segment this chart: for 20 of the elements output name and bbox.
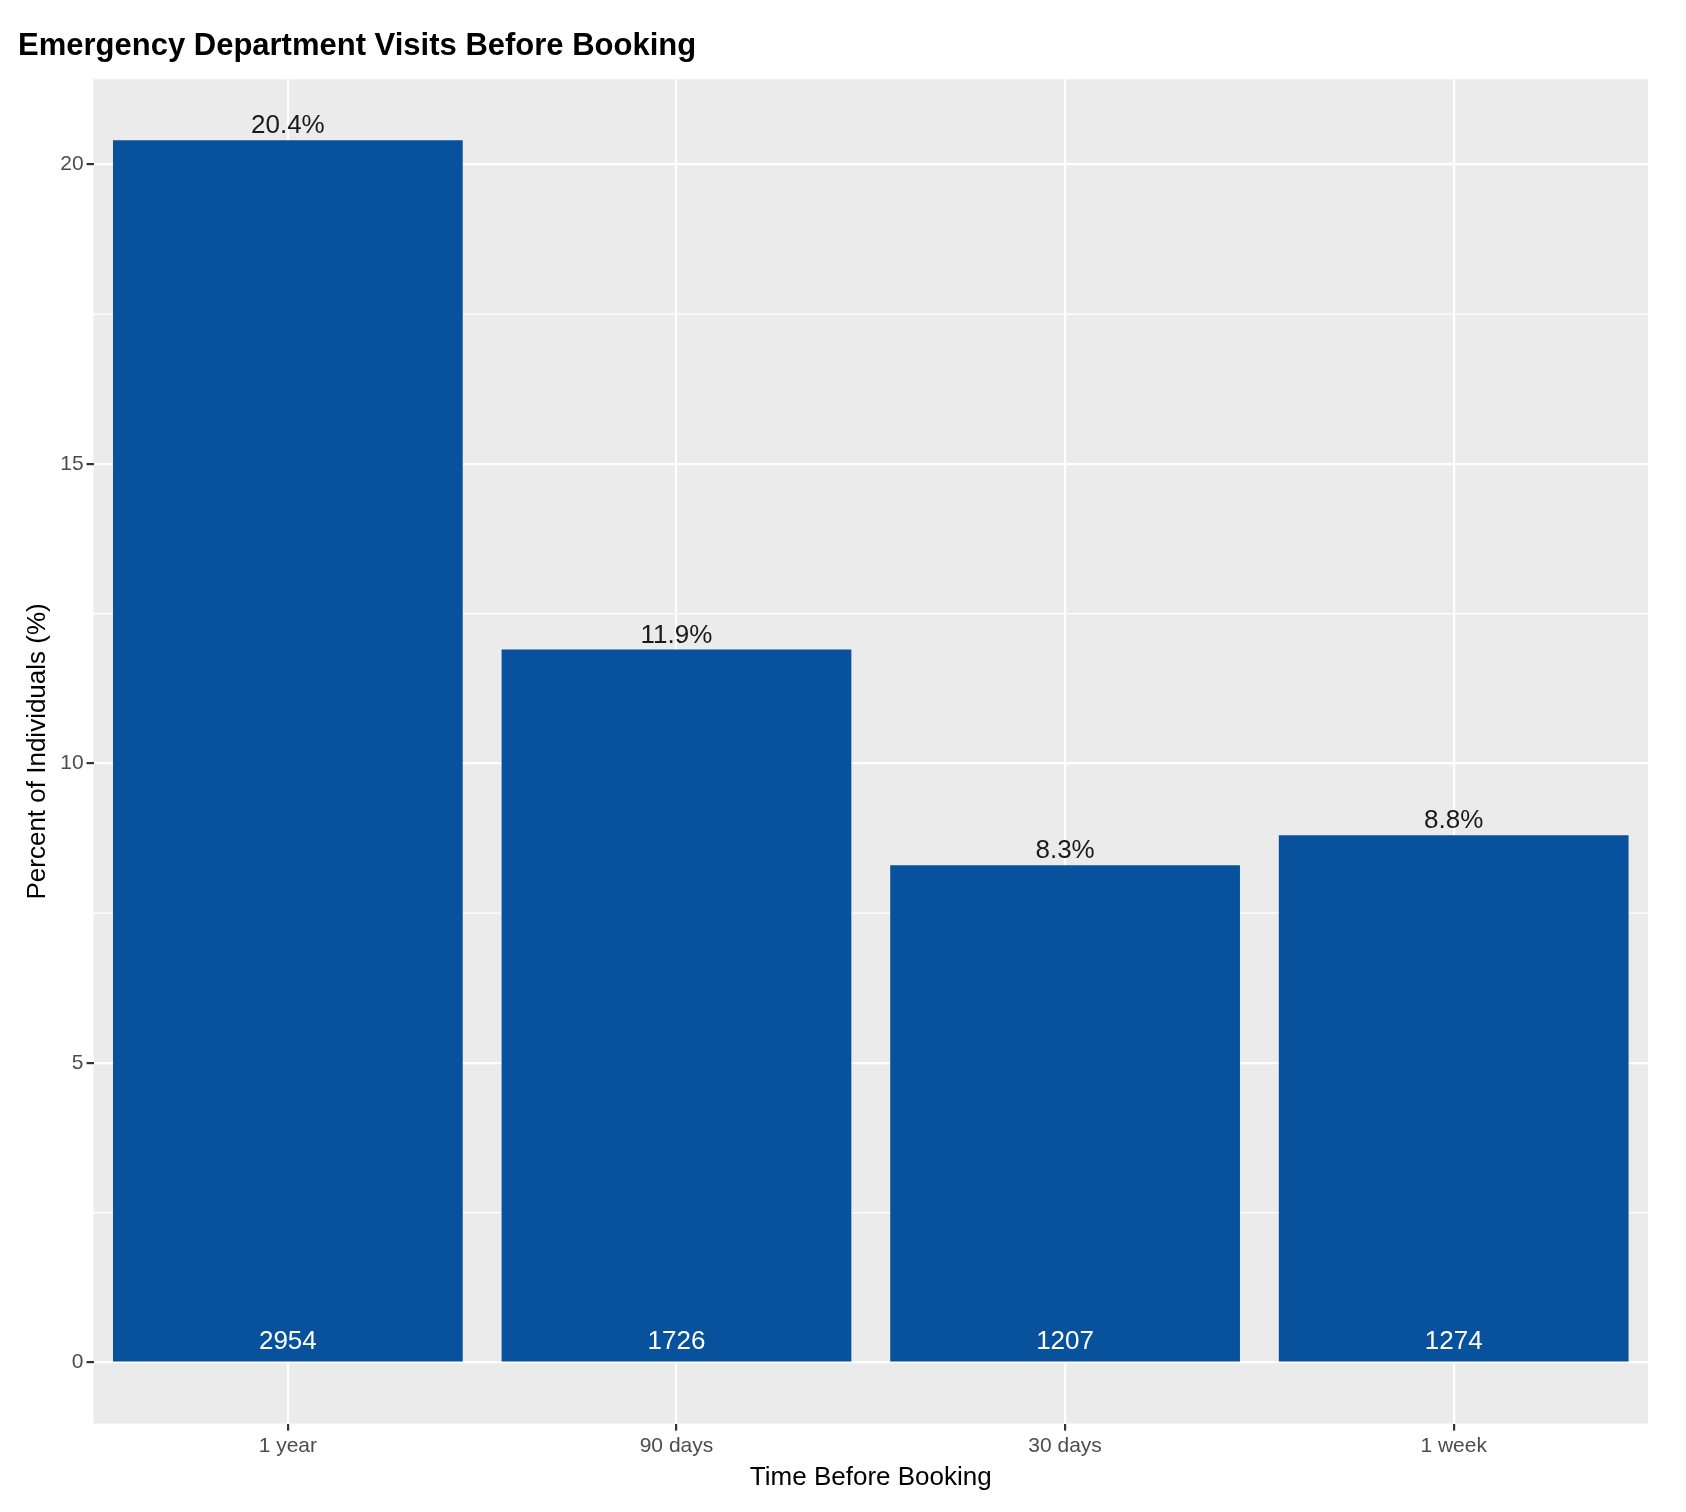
annotation: 1726 — [647, 1324, 706, 1355]
annotation: 1207 — [1036, 1324, 1095, 1355]
y-axis-title: Percent of Individuals (%) — [20, 603, 51, 900]
data-label: 20.4% — [251, 109, 325, 140]
y-tick-label: 20 — [60, 151, 84, 175]
annotation: 2954 — [258, 1324, 317, 1355]
data-label: 8.3% — [1035, 834, 1095, 865]
annotation: 1274 — [1424, 1324, 1483, 1355]
x-tick-label: 1 week — [1420, 1433, 1488, 1456]
y-tick-label: 15 — [60, 450, 84, 474]
chart-title: Emergency Department Visits Before Booking — [18, 27, 697, 63]
x-tick-label: 90 days — [639, 1433, 714, 1456]
y-tick-label: 0 — [71, 1349, 84, 1373]
data-label: 8.8% — [1424, 804, 1484, 835]
y-tick-label: 5 — [71, 1049, 84, 1073]
data-label: 11.9% — [640, 618, 713, 649]
x-tick-label: 1 year — [258, 1433, 318, 1456]
x-tick-label: 30 days — [1028, 1433, 1102, 1456]
y-tick-label: 10 — [60, 750, 84, 774]
x-axis-title: Time Before Booking — [749, 1460, 992, 1491]
